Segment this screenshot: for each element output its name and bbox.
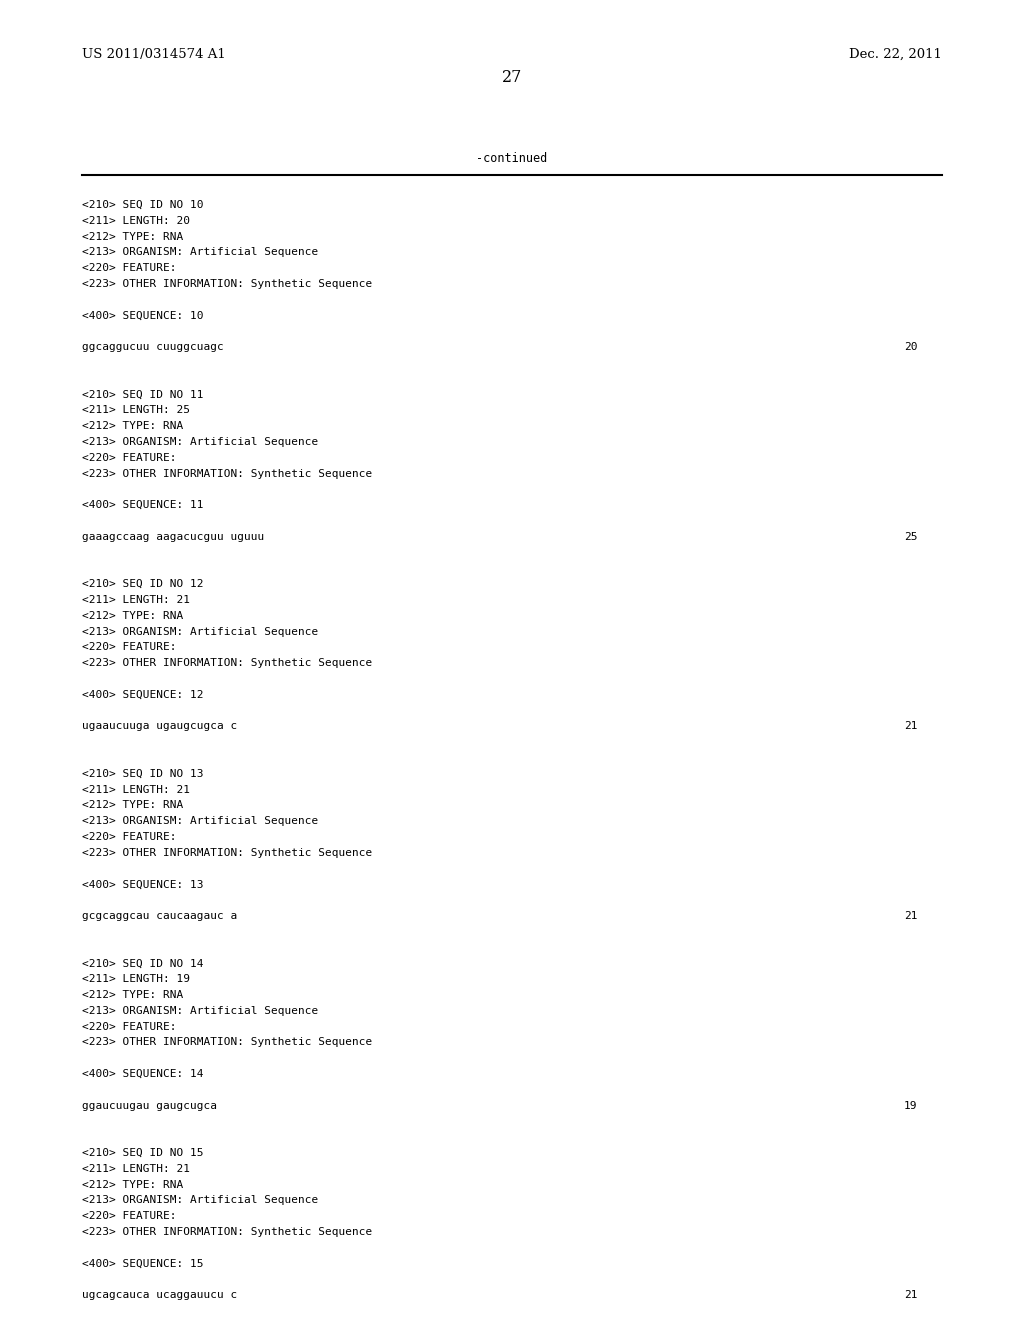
Text: <220> FEATURE:: <220> FEATURE: (82, 832, 176, 842)
Text: <210> SEQ ID NO 10: <210> SEQ ID NO 10 (82, 201, 204, 210)
Text: 20: 20 (904, 342, 918, 352)
Text: <223> OTHER INFORMATION: Synthetic Sequence: <223> OTHER INFORMATION: Synthetic Seque… (82, 847, 373, 858)
Text: <220> FEATURE:: <220> FEATURE: (82, 643, 176, 652)
Text: <210> SEQ ID NO 13: <210> SEQ ID NO 13 (82, 768, 204, 779)
Text: <210> SEQ ID NO 14: <210> SEQ ID NO 14 (82, 958, 204, 969)
Text: <211> LENGTH: 20: <211> LENGTH: 20 (82, 215, 190, 226)
Text: <213> ORGANISM: Artificial Sequence: <213> ORGANISM: Artificial Sequence (82, 1196, 318, 1205)
Text: <213> ORGANISM: Artificial Sequence: <213> ORGANISM: Artificial Sequence (82, 627, 318, 636)
Text: <223> OTHER INFORMATION: Synthetic Sequence: <223> OTHER INFORMATION: Synthetic Seque… (82, 1228, 373, 1237)
Text: ugcagcauca ucaggauucu c: ugcagcauca ucaggauucu c (82, 1290, 238, 1300)
Text: <223> OTHER INFORMATION: Synthetic Sequence: <223> OTHER INFORMATION: Synthetic Seque… (82, 279, 373, 289)
Text: <400> SEQUENCE: 13: <400> SEQUENCE: 13 (82, 879, 204, 890)
Text: US 2011/0314574 A1: US 2011/0314574 A1 (82, 48, 225, 61)
Text: <213> ORGANISM: Artificial Sequence: <213> ORGANISM: Artificial Sequence (82, 816, 318, 826)
Text: <211> LENGTH: 25: <211> LENGTH: 25 (82, 405, 190, 416)
Text: <211> LENGTH: 21: <211> LENGTH: 21 (82, 595, 190, 605)
Text: <212> TYPE: RNA: <212> TYPE: RNA (82, 231, 183, 242)
Text: -continued: -continued (476, 152, 548, 165)
Text: 21: 21 (904, 1290, 918, 1300)
Text: 19: 19 (904, 1101, 918, 1110)
Text: <223> OTHER INFORMATION: Synthetic Sequence: <223> OTHER INFORMATION: Synthetic Seque… (82, 469, 373, 479)
Text: Dec. 22, 2011: Dec. 22, 2011 (849, 48, 942, 61)
Text: <211> LENGTH: 21: <211> LENGTH: 21 (82, 1164, 190, 1173)
Text: 25: 25 (904, 532, 918, 541)
Text: <400> SEQUENCE: 11: <400> SEQUENCE: 11 (82, 500, 204, 511)
Text: <212> TYPE: RNA: <212> TYPE: RNA (82, 800, 183, 810)
Text: ggaucuugau gaugcugca: ggaucuugau gaugcugca (82, 1101, 217, 1110)
Text: <220> FEATURE:: <220> FEATURE: (82, 1022, 176, 1032)
Text: <223> OTHER INFORMATION: Synthetic Sequence: <223> OTHER INFORMATION: Synthetic Seque… (82, 659, 373, 668)
Text: <220> FEATURE:: <220> FEATURE: (82, 1212, 176, 1221)
Text: <212> TYPE: RNA: <212> TYPE: RNA (82, 421, 183, 432)
Text: <400> SEQUENCE: 15: <400> SEQUENCE: 15 (82, 1258, 204, 1269)
Text: <213> ORGANISM: Artificial Sequence: <213> ORGANISM: Artificial Sequence (82, 247, 318, 257)
Text: ggcaggucuu cuuggcuagc: ggcaggucuu cuuggcuagc (82, 342, 224, 352)
Text: gaaagccaag aagacucguu uguuu: gaaagccaag aagacucguu uguuu (82, 532, 264, 541)
Text: <212> TYPE: RNA: <212> TYPE: RNA (82, 1180, 183, 1189)
Text: gcgcaggcau caucaagauc a: gcgcaggcau caucaagauc a (82, 911, 238, 921)
Text: <400> SEQUENCE: 14: <400> SEQUENCE: 14 (82, 1069, 204, 1078)
Text: <212> TYPE: RNA: <212> TYPE: RNA (82, 990, 183, 1001)
Text: <210> SEQ ID NO 15: <210> SEQ ID NO 15 (82, 1148, 204, 1158)
Text: 27: 27 (502, 69, 522, 86)
Text: <223> OTHER INFORMATION: Synthetic Sequence: <223> OTHER INFORMATION: Synthetic Seque… (82, 1038, 373, 1047)
Text: <212> TYPE: RNA: <212> TYPE: RNA (82, 611, 183, 620)
Text: 21: 21 (904, 722, 918, 731)
Text: <400> SEQUENCE: 12: <400> SEQUENCE: 12 (82, 690, 204, 700)
Text: 21: 21 (904, 911, 918, 921)
Text: <213> ORGANISM: Artificial Sequence: <213> ORGANISM: Artificial Sequence (82, 437, 318, 447)
Text: ugaaucuuga ugaugcugca c: ugaaucuuga ugaugcugca c (82, 722, 238, 731)
Text: <210> SEQ ID NO 12: <210> SEQ ID NO 12 (82, 579, 204, 589)
Text: <220> FEATURE:: <220> FEATURE: (82, 453, 176, 463)
Text: <220> FEATURE:: <220> FEATURE: (82, 263, 176, 273)
Text: <213> ORGANISM: Artificial Sequence: <213> ORGANISM: Artificial Sequence (82, 1006, 318, 1016)
Text: <211> LENGTH: 19: <211> LENGTH: 19 (82, 974, 190, 985)
Text: <211> LENGTH: 21: <211> LENGTH: 21 (82, 784, 190, 795)
Text: <210> SEQ ID NO 11: <210> SEQ ID NO 11 (82, 389, 204, 400)
Text: <400> SEQUENCE: 10: <400> SEQUENCE: 10 (82, 310, 204, 321)
